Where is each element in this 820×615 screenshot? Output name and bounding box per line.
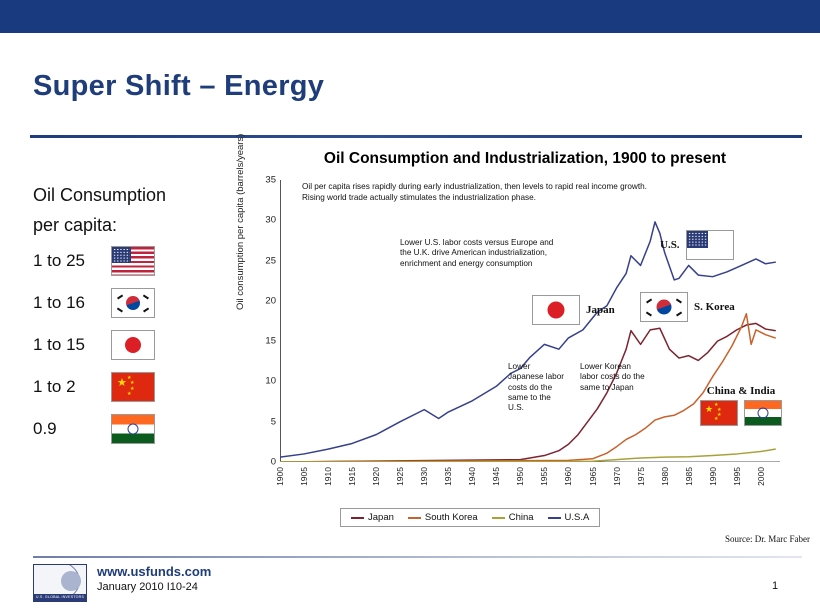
legend-item-south-korea: South Korea [407,512,478,523]
callout-label-china-india: China & India [706,385,776,397]
page-number: 1 [772,580,779,592]
japan-flag-icon [532,295,580,325]
footer-divider [33,556,802,558]
ratio-row-us: 1 to 25 [33,240,233,282]
page-title: Super Shift – Energy [33,70,325,102]
x-axis-tick-label: 1910 [323,467,334,486]
y-axis-title: Oil consumption per capita (barrels/year… [235,133,246,310]
china-flag-icon: ★ ★ ★ ★ ★ [700,400,738,426]
ratio-row-japan: 1 to 15 [33,324,233,366]
source-note: Source: Dr. Marc Faber [725,534,810,544]
legend-label: South Korea [424,512,478,523]
x-axis-tick-label: 1920 [371,467,382,486]
x-axis-tick-label: 1930 [419,467,430,486]
footer-website: www.usfunds.com [97,564,212,579]
left-panel-heading-line1: Oil Consumption [33,185,167,205]
legend-item-china: China [491,512,534,523]
callout-south-korea: S. Korea [640,292,735,322]
x-axis-tick-label: 1985 [683,467,694,486]
usfunds-logo-icon: U.S. GLOBAL INVESTORS [33,564,87,602]
x-axis-tick-label: 1990 [707,467,718,486]
south-korea-flag-icon [111,288,155,318]
y-axis-tick-label: 0 [270,456,276,468]
y-axis-tick-label: 15 [265,335,276,347]
title-divider [30,135,802,138]
x-axis-tick-label: 1905 [299,467,310,486]
x-axis-tick-label: 1965 [587,467,598,486]
legend-label: Japan [368,512,394,523]
x-axis-tick-label: 1960 [563,467,574,486]
legend-swatch [547,516,561,519]
x-axis-tick-label: 1970 [611,467,622,486]
ratio-row-south-korea: 1 to 16 [33,282,233,324]
left-panel-heading-line2: per capita: [33,215,118,235]
callout-us: U.S. [660,230,734,260]
footer-date: January 2010 I10-24 [97,581,198,593]
left-panel-heading: Oil Consumption per capita: [33,180,233,240]
plot-area: 0 5 10 15 20 25 30 35 1900 1905 1910 1915 1920 1925 1… [265,175,782,486]
ratio-label-south-korea: 1 to 16 [33,293,85,312]
y-axis-tick-label: 5 [270,416,276,428]
x-axis-tick-label: 1975 [635,467,646,486]
legend-item-japan: Japan [351,512,394,523]
chart-subtitle-line2: Rising world trade actually stimulates t… [302,192,536,202]
annotation-us-labor: Lower U.S. labor costs versus Europe and… [400,238,554,268]
callout-japan: Japan [532,295,615,325]
ratio-label-china: 1 to 2 [33,377,76,396]
x-axis-tick-label: 1935 [443,467,454,486]
logo-caption: U.S. GLOBAL INVESTORS [35,595,85,599]
legend-label: U.S.A [564,512,590,523]
india-flag-icon [111,414,155,444]
x-axis-tick-label: 1940 [467,467,478,486]
ratio-label-japan: 1 to 15 [33,335,85,354]
ratio-row-india: 0.9 [33,408,233,450]
us-flag-icon [111,246,155,276]
top-banner [0,0,820,33]
annotation-japan-labor: Lower Japanese labor costs do the same t… [508,362,564,413]
y-axis-tick-label: 10 [265,375,276,387]
japan-flag-icon [111,330,155,360]
china-flag-icon: ★ ★ ★ ★ ★ [111,372,155,402]
chart-lines [280,180,780,462]
south-korea-flag-icon [640,292,688,322]
left-panel: Oil Consumption per capita: 1 to 25 1 to… [33,180,233,450]
chart-title: Oil Consumption and Industrialization, 1… [323,150,727,167]
chart-legend: Japan South Korea China U.S.A [340,508,601,527]
legend-swatch [407,516,421,519]
legend-swatch [351,516,364,519]
ratio-label-india: 0.9 [33,419,57,438]
x-axis-tick-label: 1995 [731,467,742,486]
us-flag-icon [685,230,734,260]
legend-item-u-s-a: U.S.A [547,512,590,523]
y-axis-tick-label: 20 [265,295,276,307]
y-axis-tick-label: 35 [265,174,276,186]
ratio-label-us: 1 to 25 [33,251,85,270]
ratio-row-china: 1 to 2 ★ ★ ★ ★ ★ [33,366,233,408]
x-axis-tick-label: 1980 [659,467,670,486]
x-axis-tick-label: 1945 [491,467,502,486]
annotation-korea-labor: Lower Korean labor costs do the same to … [580,362,645,392]
x-axis-tick-label: 1900 [275,467,285,486]
y-axis-tick-label: 25 [265,255,276,267]
chart-subtitle-note: Oil per capita rises rapidly during earl… [302,182,772,203]
chart-block: Oil Consumption and Industrialization, 1… [235,134,810,545]
y-axis-tick-label: 30 [265,214,276,226]
legend-swatch [491,516,505,519]
x-axis-tick-label: 2000 [755,467,766,486]
x-axis-tick-label: 1915 [347,467,358,486]
x-axis-tick-label: 1925 [395,467,406,486]
footer: U.S. GLOBAL INVESTORS www.usfunds.com Ja… [33,564,211,602]
x-axis-tick-label: 1950 [515,467,526,486]
callout-label-japan: Japan [586,304,615,316]
callout-label-us: U.S. [660,239,680,251]
callout-label-south-korea: S. Korea [694,301,735,313]
x-axis-tick-label: 1955 [539,467,550,486]
india-flag-icon [744,400,782,426]
callout-china-india: China & India ★ ★ ★ ★ ★ [700,385,782,426]
chart-subtitle-line1: Oil per capita rises rapidly during earl… [302,182,647,191]
legend-label: China [508,512,534,523]
